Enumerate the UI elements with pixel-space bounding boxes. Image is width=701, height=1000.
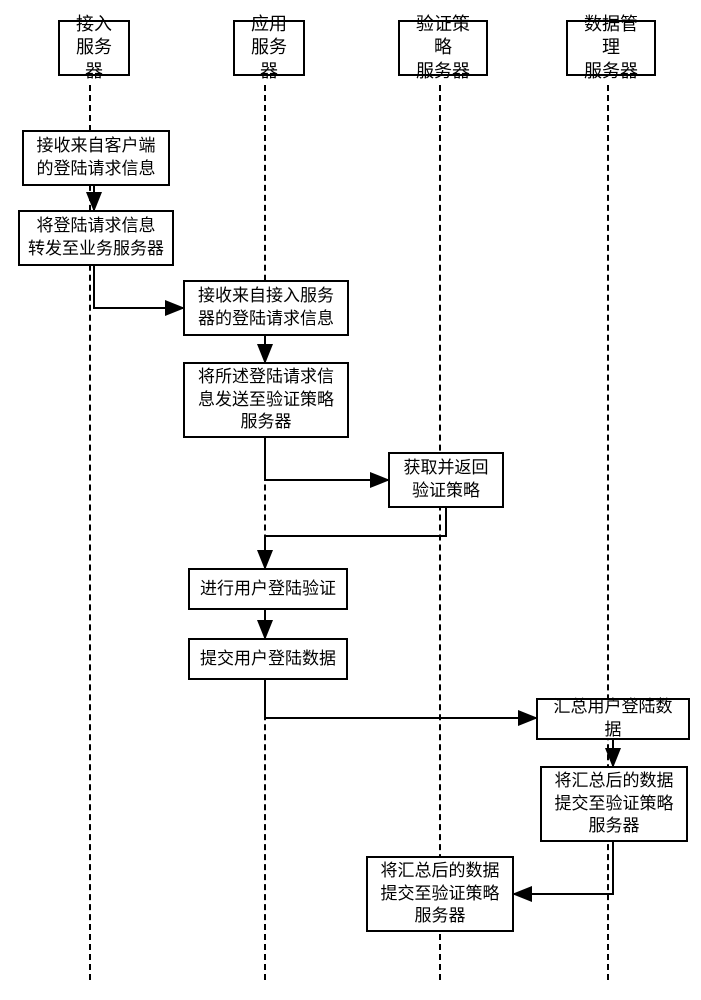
lane-header-app: 应用服务器 [233,20,305,76]
lane-line-data [607,85,609,980]
process-n2: 将登陆请求信息转发至业务服务器 [18,210,174,266]
process-n10: 将汇总后的数据提交至验证策略服务器 [366,856,514,932]
process-n1: 接收来自客户端的登陆请求信息 [22,130,170,186]
edge-n2-n3 [94,266,183,308]
process-n6: 进行用户登陆验证 [188,568,348,610]
lane-line-app [264,85,266,980]
diagram-canvas: 接入服务器 应用服务器 验证策略服务器 数据管理服务器接收来自客户端的登陆请求信息将登… [0,0,701,1000]
process-n5: 获取并返回验证策略 [388,452,504,508]
edge-n4-n5 [265,438,388,480]
lane-line-policy [439,85,441,980]
process-n7: 提交用户登陆数据 [188,638,348,680]
edge-n5-n6 [265,508,446,568]
lane-header-policy: 验证策略服务器 [398,20,488,76]
edge-n7-n8 [265,680,536,718]
lane-header-data: 数据管理服务器 [566,20,656,76]
process-n9: 将汇总后的数据提交至验证策略服务器 [540,766,688,842]
lane-header-access: 接入服务器 [58,20,130,76]
process-n8: 汇总用户登陆数据 [536,698,690,740]
process-n4: 将所述登陆请求信息发送至验证策略服务器 [183,362,349,438]
edge-n9-n10 [514,842,613,894]
process-n3: 接收来自接入服务器的登陆请求信息 [183,280,349,336]
